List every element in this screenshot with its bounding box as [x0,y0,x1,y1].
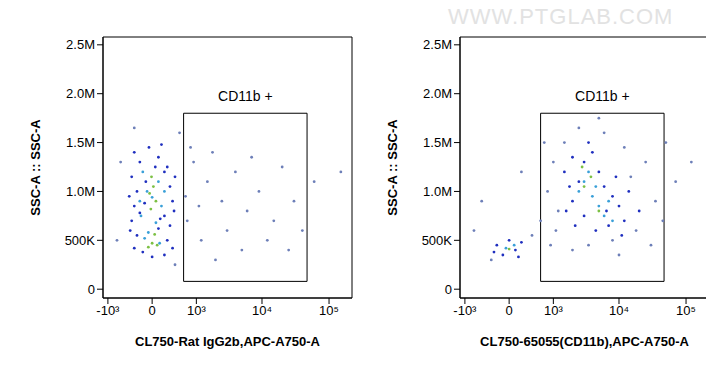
svg-text:-10³: -10³ [453,303,477,318]
svg-text:SSC-A :: SSC-A: SSC-A :: SSC-A [28,119,43,216]
svg-text:500K: 500K [422,233,453,248]
svg-text:CD11b +: CD11b + [575,88,630,104]
svg-text:CD11b +: CD11b + [218,88,273,104]
svg-text:1.0M: 1.0M [66,184,95,199]
svg-text:2.5M: 2.5M [66,37,95,52]
svg-text:500K: 500K [65,233,96,248]
svg-text:1.5M: 1.5M [423,135,452,150]
svg-text:10⁴: 10⁴ [252,303,272,318]
html-text:WWW.PTGLAB.COM: WWW.PTGLAB.COM [448,4,674,29]
svg-text:-10³: -10³ [96,303,120,318]
svg-text:2.0M: 2.0M [423,86,452,101]
svg-text:10³: 10³ [187,303,206,318]
svg-text:1.5M: 1.5M [66,135,95,150]
svg-text:0: 0 [149,303,156,318]
svg-text:10⁵: 10⁵ [319,303,339,318]
svg-text:0: 0 [445,282,452,297]
svg-text:SSC-A :: SSC-A: SSC-A :: SSC-A [385,119,400,216]
svg-text:0: 0 [506,303,513,318]
svg-text:10⁵: 10⁵ [676,303,696,318]
svg-text:1.0M: 1.0M [423,184,452,199]
svg-text:0: 0 [88,282,95,297]
svg-text:10³: 10³ [544,303,563,318]
svg-text:CL750-Rat IgG2b,APC-A750-A: CL750-Rat IgG2b,APC-A750-A [135,334,321,349]
svg-text:CL750-65055(CD11b),APC-A750-A: CL750-65055(CD11b),APC-A750-A [480,334,689,349]
svg-text:2.0M: 2.0M [66,86,95,101]
svg-text:10⁴: 10⁴ [609,303,629,318]
svg-text:2.5M: 2.5M [423,37,452,52]
